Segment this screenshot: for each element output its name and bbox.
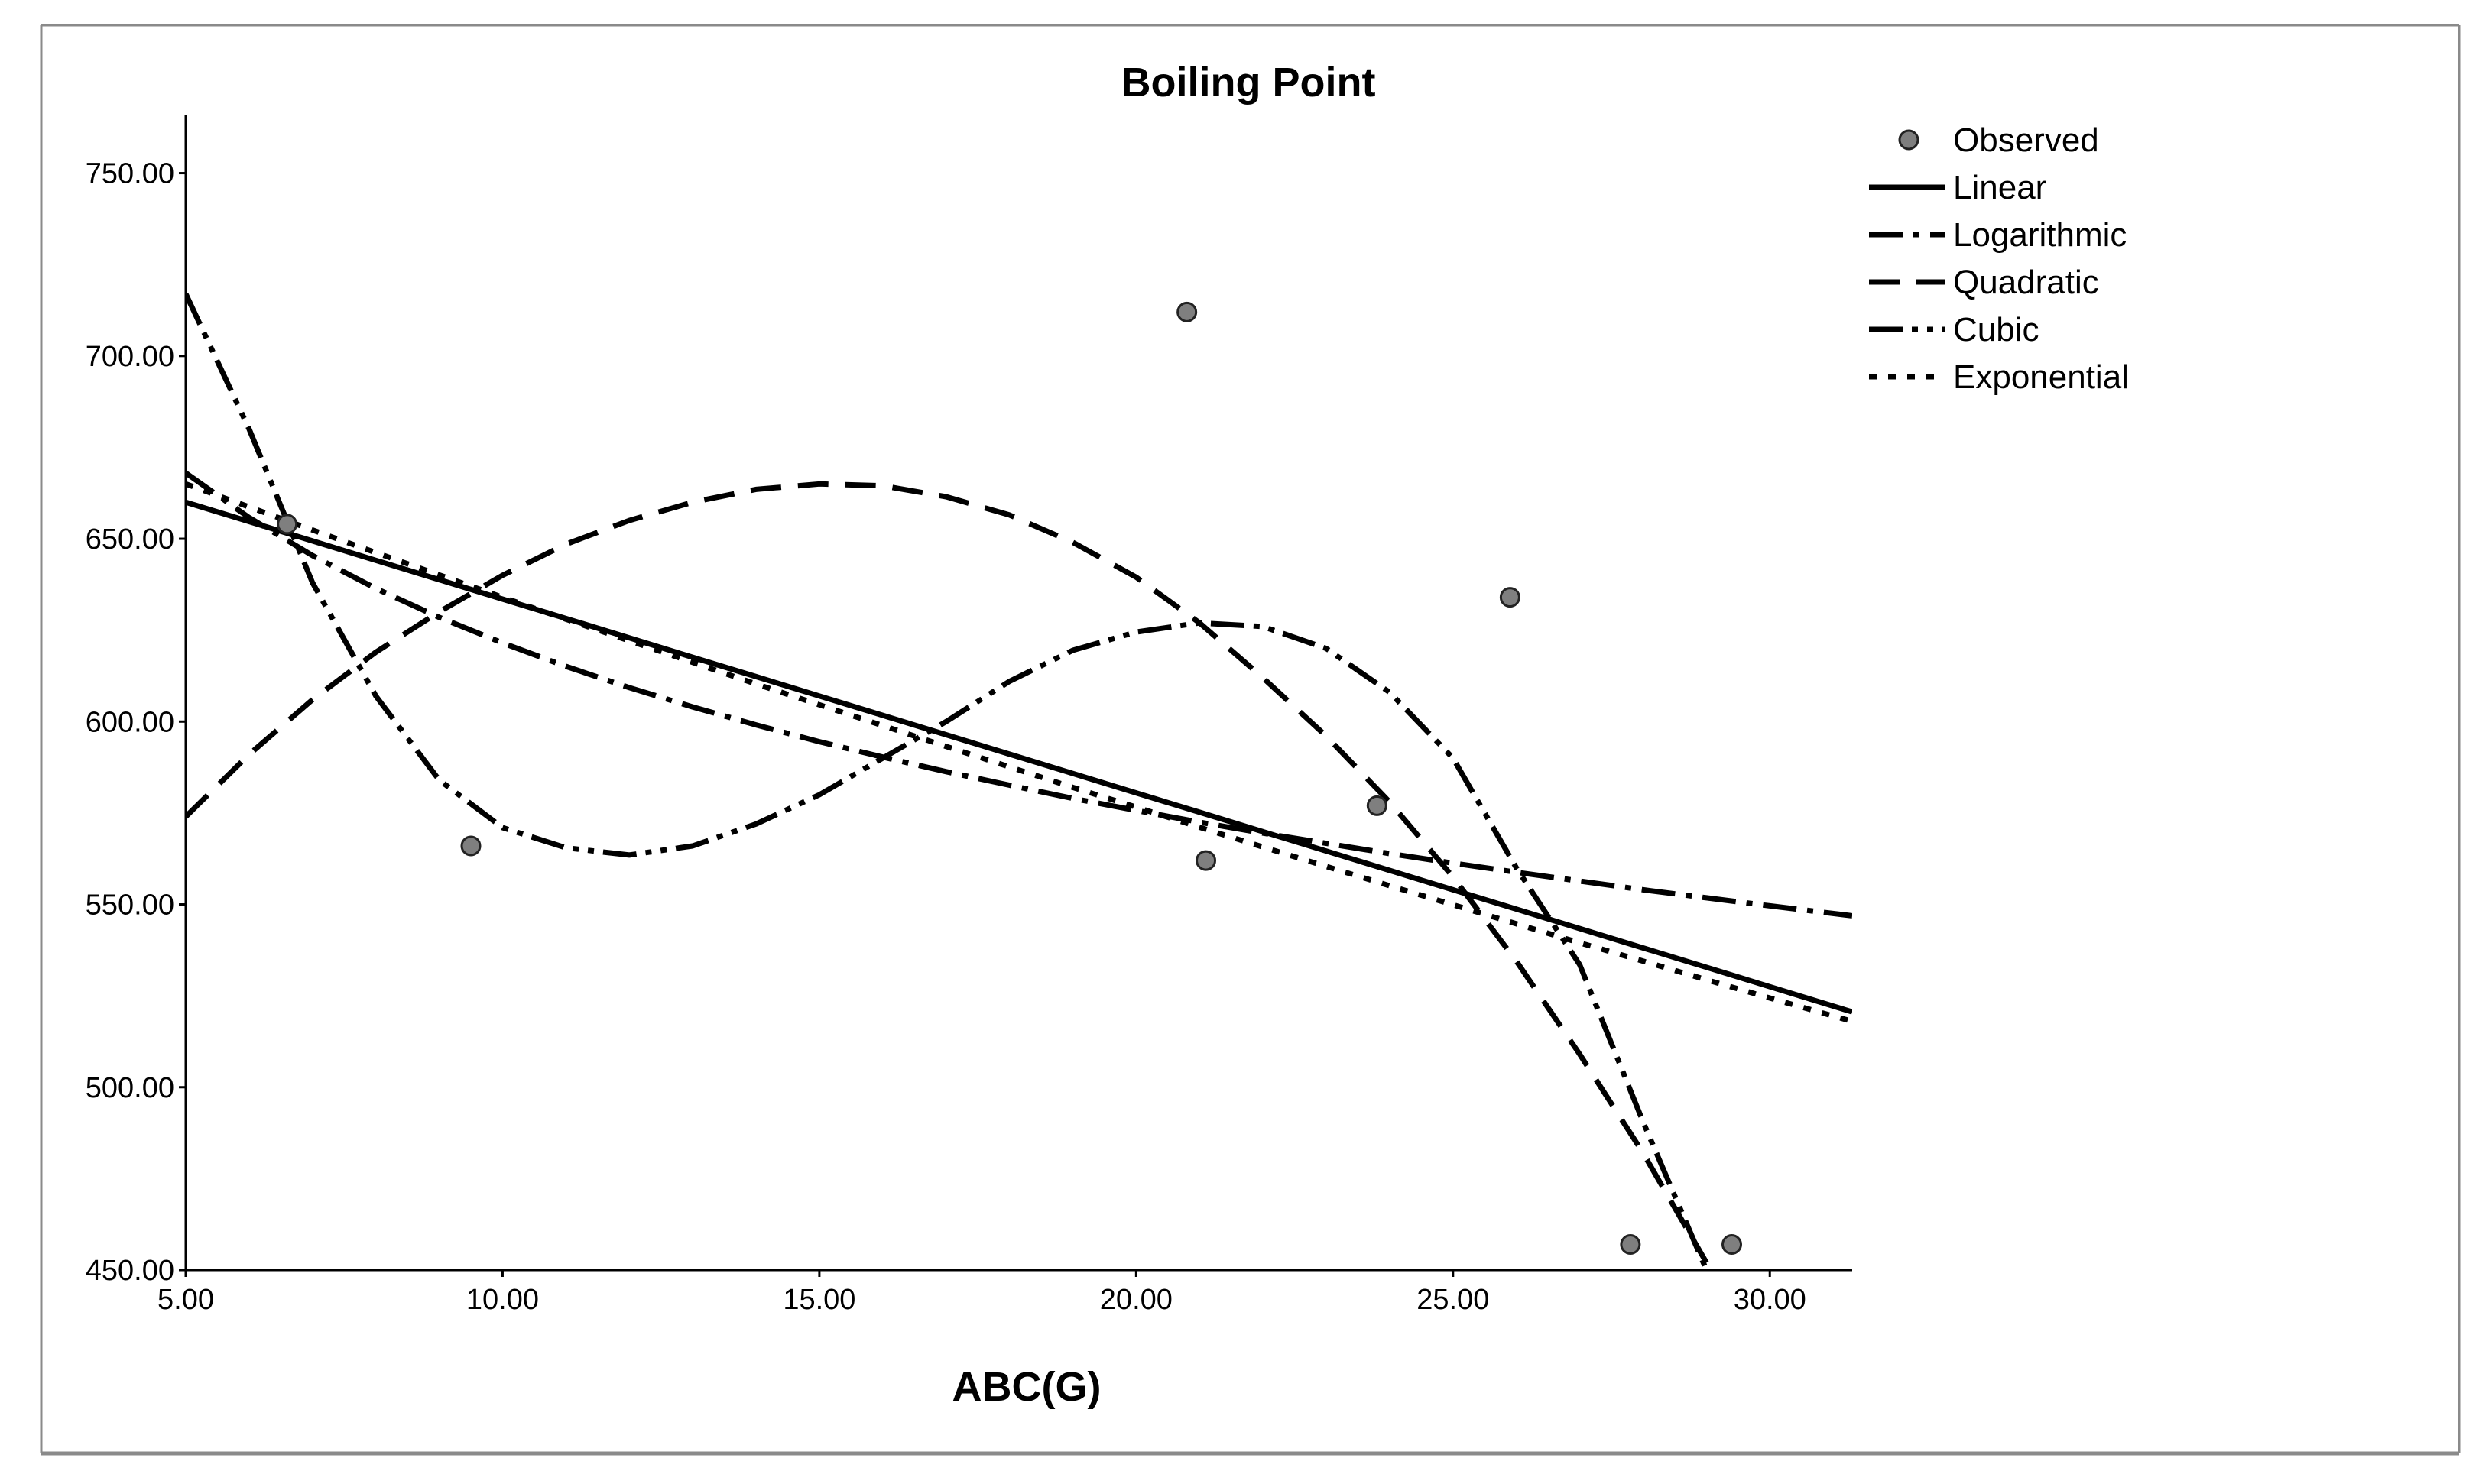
observed-point [1366, 795, 1387, 816]
observed-point [1620, 1234, 1641, 1256]
x-tick-label: 15.00 [783, 1284, 855, 1316]
y-tick-label: 700.00 [86, 341, 174, 373]
legend-label: Cubic [1953, 311, 2039, 348]
cubic-fit-line [186, 293, 1709, 1270]
legend-label: Logarithmic [1953, 216, 2127, 254]
x-tick-label: 25.00 [1416, 1284, 1489, 1316]
x-axis-label: ABC(G) [952, 1364, 1102, 1410]
observed-point [277, 514, 298, 535]
x-tick-label: 30.00 [1734, 1284, 1806, 1316]
fit-lines [186, 293, 1852, 1270]
observed-point [1176, 301, 1198, 322]
y-tick-label: 500.00 [86, 1072, 174, 1104]
plot-area: 450.00 500.00 550.00 600.00 650.00 700.00 750.… [86, 115, 1852, 1316]
x-tick-label: 5.00 [157, 1284, 214, 1316]
observed-point [1721, 1234, 1743, 1256]
observed-point [1499, 587, 1520, 608]
y-tick-label: 650.00 [86, 523, 174, 556]
y-axis-ticks: 450.00 500.00 550.00 600.00 650.00 700.00 750.… [86, 158, 186, 1287]
observed-points [277, 301, 1743, 1256]
observed-point [1196, 850, 1217, 871]
legend-label: Linear [1953, 169, 2046, 206]
y-tick-label: 600.00 [86, 706, 174, 738]
y-tick-label: 550.00 [86, 889, 174, 922]
chart-title: Boiling Point [1121, 60, 1376, 105]
x-tick-label: 10.00 [466, 1284, 539, 1316]
linear-fit-line [186, 499, 1852, 1015]
quadratic-fit-line [186, 481, 1709, 1265]
legend-label: Exponential [1953, 358, 2129, 396]
legend-observed-marker [1898, 129, 1919, 151]
legend-label: Observed [1953, 122, 2099, 159]
legend-label: Quadratic [1953, 264, 2099, 301]
y-tick-label: 750.00 [86, 158, 174, 190]
logarithmic-fit-line [186, 471, 1852, 919]
observed-point [460, 835, 482, 857]
y-tick-label: 450.00 [86, 1255, 174, 1287]
x-tick-label: 20.00 [1100, 1284, 1173, 1316]
x-axis-ticks: 5.00 10.00 15.00 20.00 25.00 30.00 [157, 1270, 1806, 1316]
exponential-fit-line [186, 481, 1852, 1024]
legend: Observed Linear Logarithmic Quadratic Cubic E… [1869, 122, 2129, 396]
